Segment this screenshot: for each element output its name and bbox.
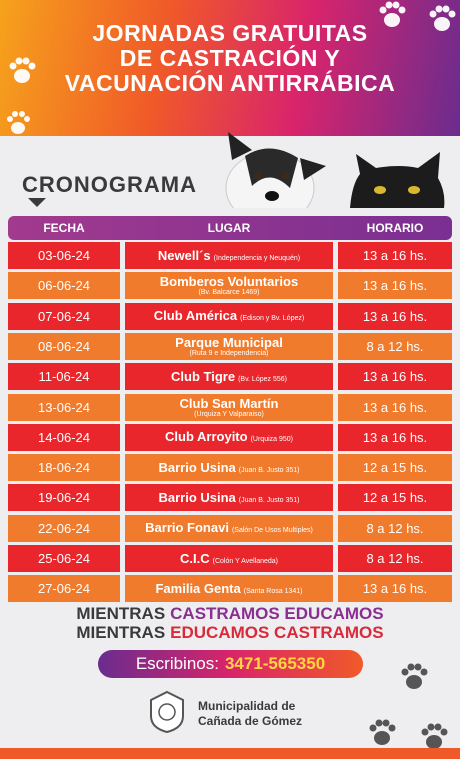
date-cell: 27-06-24 [8, 575, 120, 603]
title-line: VACUNACIÓN ANTIRRÁBICA [64, 70, 396, 96]
place-detail: (Urquiza 950) [250, 436, 293, 444]
hours-cell: 13 a 16 hs. [338, 242, 452, 269]
hours-cell: 8 a 12 hs. [338, 514, 452, 542]
dot-strip [0, 748, 460, 759]
paw-decor [7, 1, 456, 134]
place-cell: Club América (Edison y Bv. López) [125, 302, 333, 330]
slogan-highlight: CASTRAMOS EDUCAMOS [170, 604, 384, 623]
date-cell: 11-06-24 [8, 363, 120, 391]
place-cell: Parque Municipal (Ruta 9 e Independencia) [125, 332, 333, 360]
place-line: Parque Municipal (Ruta 9 e Independencia) [175, 334, 283, 357]
place-cell: Barrio Usina (Juan B. Justo 351) [125, 454, 333, 482]
slogan-line: MIENTRAS EDUCAMOS CASTRAMOS [0, 623, 460, 643]
place-line: C.I.C (Colón Y Avellaneda) [179, 550, 278, 566]
place-cell: Club Arroyito (Urquiza 950) [125, 423, 333, 451]
place-detail: (Urquiza Y Valparaiso) [194, 410, 264, 418]
date-cell: 13-06-24 [8, 393, 120, 421]
place-line: Barrio Fonavi (Salón De Usos Multiples) [145, 521, 313, 535]
hours-cell: 13 a 16 hs. [338, 393, 452, 421]
place-line: Club América (Edison y Bv. López) [154, 309, 304, 323]
footer-line: Cañada de Gómez [198, 714, 303, 728]
title-line: JORNADAS GRATUITAS [92, 20, 368, 46]
place-name: Parque Municipal [175, 334, 283, 350]
place-name: Club Tigre [171, 368, 236, 384]
place-detail: (Ruta 9 e Independencia) [189, 349, 269, 357]
hours-cell: 13 a 16 hs. [338, 272, 452, 300]
footer-line: Municipalidad de [198, 699, 296, 713]
slogan-text: MIENTRAS [76, 604, 166, 623]
place-name: Club San Martín [179, 395, 279, 411]
date-cell: 22-06-24 [8, 514, 120, 542]
place-cell: Barrio Usina (Juan B. Justo 351) [125, 484, 333, 512]
place-line: Familia Genta (Santa Rosa 1341) [155, 580, 303, 596]
hours-cell: 13 a 16 hs. [338, 575, 452, 603]
date-cell: 03-06-24 [8, 242, 120, 269]
hours-cell: 12 a 15 hs. [338, 484, 452, 512]
hours-cell: 12 a 15 hs. [338, 454, 452, 482]
place-name: Barrio Usina [158, 459, 236, 475]
place-detail: (Edison y Bv. López) [240, 315, 305, 323]
place-name: Newell´s [157, 247, 211, 263]
place-cell: Club San Martín (Urquiza Y Valparaiso) [125, 393, 333, 421]
slogan-line: MIENTRAS CASTRAMOS EDUCAMOS [0, 604, 460, 624]
slogan-text: MIENTRAS [76, 623, 166, 642]
title-line: DE CASTRACIÓN Y [119, 45, 341, 71]
place-detail: (Colón Y Avellaneda) [212, 557, 278, 565]
contact-pill: Escribinos: 3471-565350 [98, 650, 363, 678]
place-name: Barrio Usina [158, 489, 236, 505]
municipal-logo [150, 690, 184, 734]
place-name: Familia Genta [155, 580, 241, 596]
column-header: FECHA [43, 221, 85, 235]
place-detail: (Salón De Usos Multiples) [231, 527, 313, 535]
contact-label: Escribinos: [135, 654, 219, 673]
place-cell: Barrio Fonavi (Salón De Usos Multiples) [125, 514, 333, 542]
hours-cell: 13 a 16 hs. [338, 423, 452, 451]
place-cell: Bomberos Voluntarios (Bv. Balcarce 1469) [125, 272, 333, 300]
slogan-highlight: EDUCAMOS CASTRAMOS [170, 623, 384, 642]
column-header: HORARIO [366, 221, 424, 235]
date-cell: 08-06-24 [8, 332, 120, 360]
header-band: JORNADAS GRATUITAS DE CASTRACIÓN Y VACUN… [0, 0, 460, 136]
place-line: Barrio Usina (Juan B. Justo 351) [158, 459, 300, 475]
date-cell: 19-06-24 [8, 484, 120, 512]
section-title: CRONOGRAMA [22, 172, 197, 197]
hours-cell: 13 a 16 hs. [338, 363, 452, 391]
place-detail: (Independencia y Neuquén) [213, 254, 301, 262]
place-line: Club Tigre (Bv. López 556) [171, 368, 287, 384]
place-name: C.I.C [179, 550, 210, 566]
place-line: Barrio Usina (Juan B. Justo 351) [158, 489, 300, 505]
table-header: FECHA LUGAR HORARIO [8, 216, 452, 240]
place-name: Bomberos Voluntarios [159, 274, 299, 290]
place-cell: Club Tigre (Bv. López 556) [125, 363, 333, 391]
title-arrow [28, 198, 46, 207]
place-detail: (Santa Rosa 1341) [243, 587, 303, 595]
paw-decor [369, 663, 448, 749]
place-cell: Familia Genta (Santa Rosa 1341) [125, 575, 333, 603]
place-line: Bomberos Voluntarios (Bv. Balcarce 1469) [159, 274, 299, 297]
hours-cell: 8 a 12 hs. [338, 332, 452, 360]
contact-phone: 3471-565350 [224, 654, 326, 673]
place-name: Club Arroyito [165, 429, 248, 445]
hours-cell: 13 a 16 hs. [338, 302, 452, 330]
place-name: Club América [153, 308, 238, 324]
date-cell: 06-06-24 [8, 272, 120, 300]
place-detail: (Bv. Balcarce 1469) [198, 289, 260, 297]
date-cell: 18-06-24 [8, 454, 120, 482]
date-cell: 25-06-24 [8, 545, 120, 572]
place-name: Barrio Fonavi [145, 520, 229, 536]
date-cell: 07-06-24 [8, 302, 120, 330]
pets-illustration [225, 132, 445, 208]
place-line: Club San Martín (Urquiza Y Valparaiso) [179, 395, 279, 418]
place-detail: (Juan B. Justo 351) [238, 496, 300, 504]
date-cell: 14-06-24 [8, 423, 120, 451]
place-line: Newell´s (Independencia y Neuquén) [157, 247, 301, 263]
place-cell: Newell´s (Independencia y Neuquén) [125, 242, 333, 269]
column-header: LUGAR [207, 221, 251, 235]
place-detail: (Juan B. Justo 351) [238, 466, 300, 474]
place-detail: (Bv. López 556) [238, 375, 287, 383]
place-line: Club Arroyito (Urquiza 950) [165, 430, 293, 444]
hours-cell: 8 a 12 hs. [338, 545, 452, 572]
place-cell: C.I.C (Colón Y Avellaneda) [125, 545, 333, 572]
